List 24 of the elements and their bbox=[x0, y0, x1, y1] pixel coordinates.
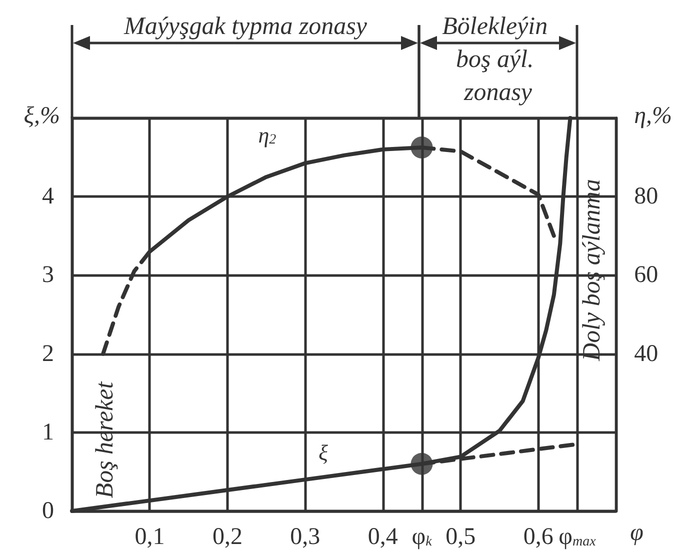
x-tick-label: 0,3 bbox=[290, 524, 320, 550]
y-axis-title: ξ,% bbox=[24, 103, 60, 129]
series-label: η2 bbox=[258, 122, 276, 148]
x-tick-label: φk bbox=[412, 524, 433, 550]
x-tick-label: 0,1 bbox=[134, 524, 165, 550]
x-tick-label: 0,5 bbox=[446, 524, 476, 550]
x-tick-label: 0,2 bbox=[212, 524, 242, 550]
y-tick-label: 1 bbox=[42, 419, 54, 446]
x-axis-title: φ bbox=[630, 520, 644, 546]
annotation: Boş hereket bbox=[92, 380, 118, 498]
y2-axis-title: η,% bbox=[634, 103, 672, 129]
y2-tick-label: 40 bbox=[634, 340, 658, 367]
text: Bölekleýin boş aýl. zonasy bbox=[442, 13, 554, 106]
text: Maýyşgak typma zonasy bbox=[123, 13, 368, 40]
y-tick-label: 4 bbox=[42, 184, 54, 210]
x-tick-label: 0,6 bbox=[523, 524, 554, 550]
x-tick-label: φmax bbox=[558, 524, 597, 550]
y2-tick-label: 80 bbox=[634, 184, 658, 210]
y-tick-label: 0 bbox=[42, 498, 54, 524]
series-label: ξ bbox=[318, 440, 328, 466]
x-tick-label: 0,4 bbox=[368, 524, 398, 550]
y-tick-label: 3 bbox=[42, 262, 54, 288]
y-tick-label: 2 bbox=[42, 340, 54, 367]
y2-tick-label: 60 bbox=[634, 262, 658, 288]
